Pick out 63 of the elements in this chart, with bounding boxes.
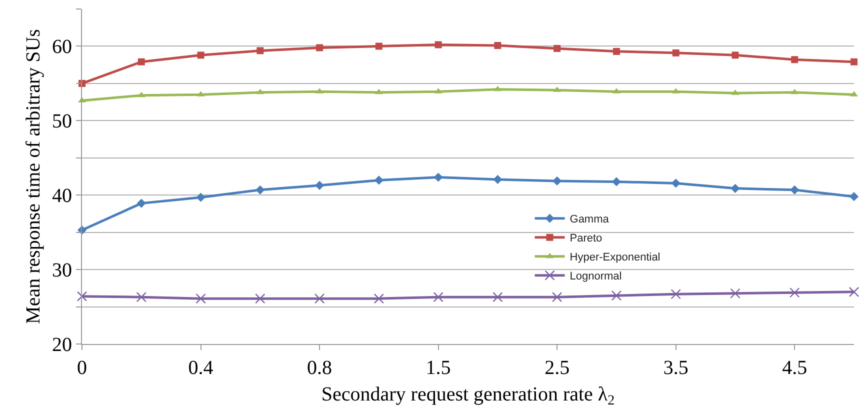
point <box>136 198 146 208</box>
y-tick-label: 30 <box>52 260 72 282</box>
point <box>730 184 740 193</box>
x-tick-label: 2.5 <box>544 357 570 379</box>
point <box>848 286 859 297</box>
point <box>255 293 266 304</box>
point <box>434 41 442 48</box>
point <box>196 293 206 304</box>
point <box>493 174 502 184</box>
point <box>492 292 503 302</box>
legend-label: Lognormal <box>570 270 622 283</box>
y-tick-label: 60 <box>52 36 72 58</box>
point <box>136 292 146 302</box>
point <box>552 176 562 186</box>
point <box>850 58 858 66</box>
point <box>791 56 798 64</box>
point <box>790 185 800 194</box>
point <box>670 289 681 300</box>
point <box>612 48 620 55</box>
point <box>374 88 383 94</box>
y-tick-label: 20 <box>52 334 72 356</box>
point <box>552 292 562 302</box>
point <box>256 88 264 94</box>
point <box>314 180 324 190</box>
y-tick-label: 50 <box>52 110 72 133</box>
point <box>730 288 740 298</box>
x-axis-title: Secondary request generation rate λ$_{2}$ <box>321 384 615 409</box>
point <box>314 293 325 304</box>
point <box>197 52 204 59</box>
legend-label: Hyper-Exponential <box>570 252 660 264</box>
point <box>375 42 382 50</box>
point <box>671 178 680 188</box>
point <box>611 290 622 301</box>
point <box>612 177 622 186</box>
point <box>732 52 739 59</box>
x-tick-label: 0.4 <box>188 357 214 379</box>
x-tick-label: 4.5 <box>782 357 808 379</box>
point <box>790 88 799 94</box>
x-tick-label: 1.5 <box>426 357 451 379</box>
point <box>256 47 264 54</box>
point <box>374 176 384 185</box>
point <box>672 49 680 56</box>
point <box>849 192 859 202</box>
point <box>138 58 145 66</box>
point <box>374 293 384 304</box>
legend-label: Pareto <box>570 232 602 245</box>
point <box>494 42 502 49</box>
legend-label: Gamma <box>570 214 610 226</box>
point <box>494 86 502 92</box>
x-tick-label: 3.5 <box>663 357 688 379</box>
point <box>256 185 265 194</box>
x-tick-label: 0 <box>77 357 87 379</box>
point <box>76 291 88 302</box>
point <box>554 44 561 52</box>
point <box>434 172 443 182</box>
point <box>433 292 444 302</box>
point <box>790 288 800 298</box>
y-tick-label: 40 <box>52 185 72 208</box>
point <box>137 92 146 98</box>
x-tick-label: 0.8 <box>307 357 332 379</box>
point <box>196 192 206 202</box>
point <box>316 44 324 52</box>
y-axis-title: Mean response time of arbitrary SUs <box>22 28 44 324</box>
